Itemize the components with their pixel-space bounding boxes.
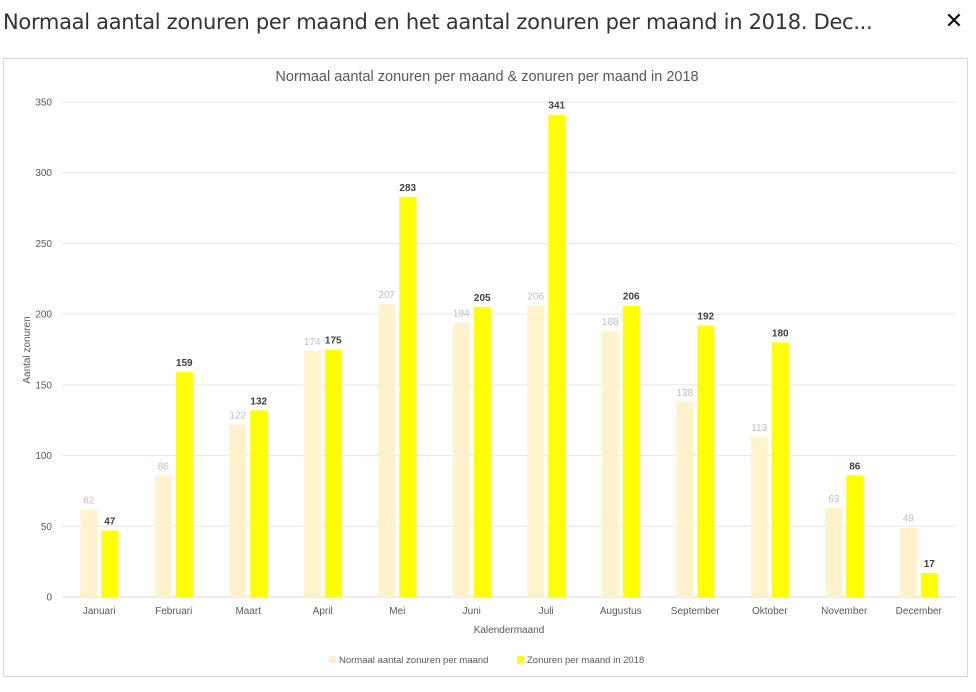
bars [80, 114, 938, 597]
bar-normal [601, 331, 619, 597]
data-label-normal: 122 [229, 410, 246, 421]
data-label-2018: 175 [325, 336, 342, 347]
data-label-normal: 62 [83, 495, 95, 506]
bar-normal [750, 437, 768, 597]
x-tick-label: Juli [539, 606, 554, 617]
data-label-2018: 86 [849, 461, 861, 472]
x-tick-label: Augustus [600, 606, 642, 617]
gridlines [62, 101, 956, 598]
x-tick-label: November [821, 606, 868, 617]
data-label-normal: 49 [903, 514, 915, 525]
data-label-2018: 192 [697, 311, 714, 322]
bar-2018 [473, 307, 491, 597]
y-tick-label: 150 [35, 380, 52, 391]
bar-2018 [175, 372, 193, 597]
bar-2018 [101, 530, 119, 597]
bar-normal [229, 424, 247, 597]
data-label-2018: 47 [104, 517, 116, 528]
data-label-normal: 86 [158, 461, 170, 472]
bar-2018 [697, 325, 715, 597]
data-label-normal: 188 [602, 317, 619, 328]
x-tick-label: Oktober [752, 606, 788, 617]
bar-normal [676, 401, 694, 597]
bar-normal [527, 305, 545, 597]
data-label-2018: 283 [399, 183, 416, 194]
bar-normal [452, 322, 470, 597]
close-icon[interactable]: ✕ [944, 9, 964, 34]
data-label-2018: 205 [474, 293, 491, 304]
y-tick-label: 50 [41, 522, 53, 533]
bar-normal [154, 475, 172, 597]
x-axis-ticks: Januari Februari Maart April Mei Juni Juli Augu… [83, 606, 943, 617]
data-label-normal: 174 [304, 337, 321, 348]
bar-2018 [548, 114, 566, 597]
y-tick-label: 250 [35, 239, 52, 250]
data-label-2018: 180 [772, 328, 789, 339]
data-labels: 62 47 86 159 122 132 174 175 207 283 194 205 206 341 1… [83, 101, 935, 570]
bar-2018 [846, 475, 864, 597]
y-tick-label: 0 [46, 593, 52, 604]
x-axis-label: Kalendermaand [474, 625, 545, 636]
data-label-2018: 17 [924, 559, 936, 570]
dialog-title: Normaal aantal zonuren per maand en het … [3, 10, 873, 34]
data-label-2018: 132 [250, 396, 267, 407]
x-tick-label: Maart [235, 606, 261, 617]
x-tick-label: Februari [155, 606, 192, 617]
y-tick-label: 100 [35, 451, 52, 462]
data-label-normal: 113 [751, 423, 767, 434]
data-label-2018: 206 [623, 292, 640, 303]
bar-normal [303, 350, 321, 597]
y-axis-label: Aantal zonuren [22, 316, 33, 383]
data-label-normal: 206 [527, 292, 544, 303]
legend-swatch-2018 [517, 656, 524, 663]
y-tick-label: 200 [35, 310, 52, 321]
bar-normal [899, 527, 917, 597]
x-tick-label: Juni [463, 606, 481, 617]
data-label-normal: 63 [828, 494, 840, 505]
bar-2018 [622, 305, 640, 597]
data-label-normal: 207 [378, 290, 395, 301]
y-tick-label: 300 [35, 168, 52, 179]
bar-2018 [771, 342, 789, 597]
legend-label-2018: Zonuren per maand in 2018 [527, 655, 644, 666]
x-tick-label: Mei [389, 606, 405, 617]
legend-label-normal: Normaal aantal zonuren per maand [339, 655, 488, 666]
data-label-2018: 341 [548, 101, 565, 112]
x-tick-label: September [671, 606, 721, 617]
y-tick-label: 350 [35, 98, 52, 109]
bar-normal [825, 507, 843, 597]
data-label-normal: 138 [676, 388, 693, 399]
legend-swatch-normal [329, 656, 336, 663]
x-tick-label: December [896, 606, 943, 617]
bar-2018 [399, 196, 417, 597]
x-tick-label: April [313, 606, 333, 617]
bar-2018 [250, 410, 268, 597]
bar-normal [80, 509, 98, 597]
bar-2018 [920, 572, 938, 597]
bar-normal [378, 304, 396, 597]
chart-title: Normaal aantal zonuren per maand & zonur… [275, 69, 698, 85]
legend: Normaal aantal zonuren per maand Zonuren… [329, 655, 644, 666]
data-label-normal: 194 [453, 309, 470, 320]
data-label-2018: 159 [176, 358, 193, 369]
y-axis-ticks: 0 50 100 150 200 250 300 350 [35, 98, 52, 604]
x-tick-label: Januari [83, 606, 116, 617]
bar-2018 [324, 349, 342, 597]
